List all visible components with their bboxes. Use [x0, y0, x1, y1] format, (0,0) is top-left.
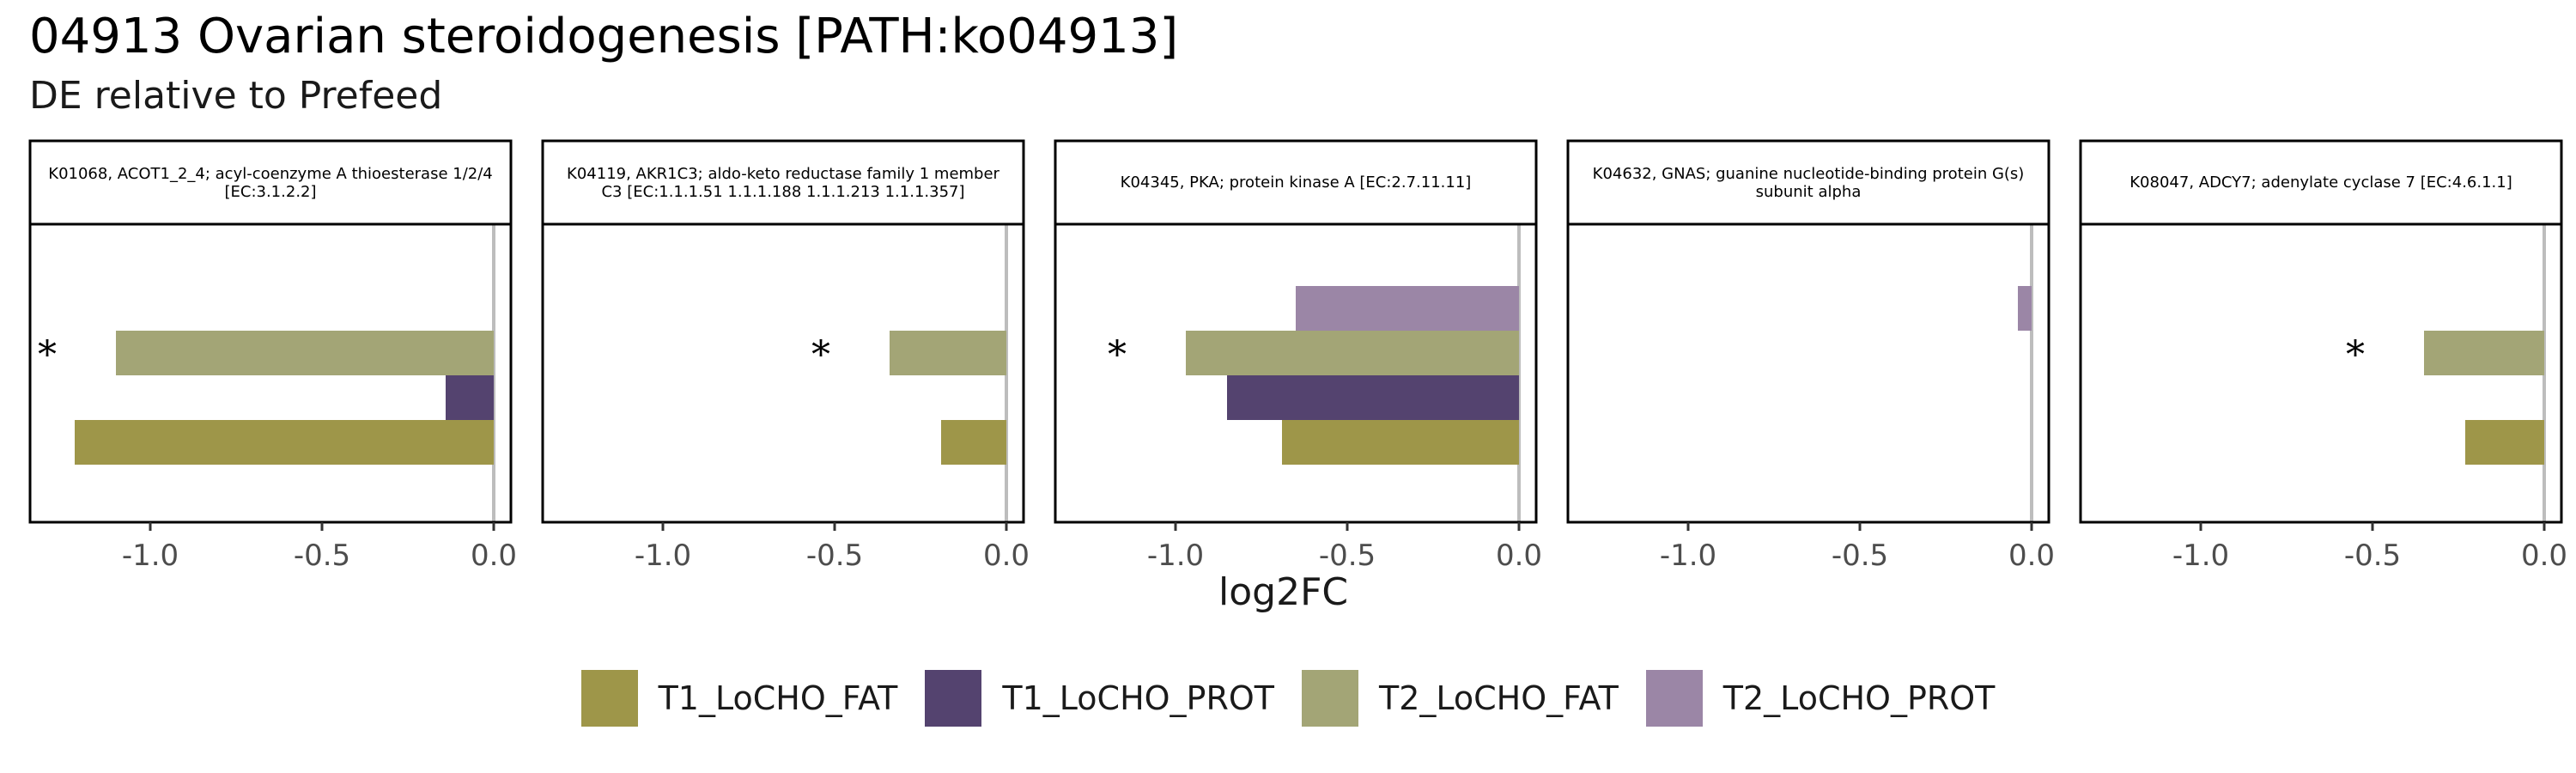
legend-swatch [1645, 670, 1703, 727]
chart-subtitle: DE relative to Prefeed [29, 74, 443, 118]
x-tick-label: -0.5 [806, 539, 863, 573]
legend-label: T1_LoCHO_PROT [1002, 679, 1274, 717]
bar-t1-locho-prot [446, 375, 494, 420]
facet-strip-label: K08047, ADCY7; adenylate cyclase 7 [EC:4… [2129, 173, 2512, 192]
bar-t2-locho-fat [116, 331, 494, 375]
legend-label: T2_LoCHO_PROT [1722, 679, 1996, 717]
significance-marker: * [38, 333, 57, 377]
facet-strip-label: K04632, GNAS; guanine nucleotide-binding… [1592, 164, 2025, 201]
legend-item: T2_LoCHO_FAT [1302, 670, 1619, 727]
legend-swatch [1302, 670, 1358, 727]
facet-panel: * -1.0 -0.5 0.0 [1054, 139, 1542, 573]
facet-strip-label: K04119, AKR1C3; aldo-keto reductase fami… [567, 164, 999, 201]
panel-border [541, 222, 1025, 524]
x-tick-label: -1.0 [122, 539, 179, 573]
legend-item: T1_LoCHO_FAT [580, 670, 898, 727]
x-axis-label: log2FC [1218, 570, 1349, 614]
x-tick-label: -0.5 [1319, 539, 1376, 573]
bar-t1-locho-fat [941, 420, 1006, 465]
bar-t2-locho-prot [2018, 286, 2032, 331]
facet-strip [2079, 139, 2563, 226]
facet-strip-label: K04345, PKA; protein kinase A [EC:2.7.11… [1120, 173, 1472, 192]
legend-swatch [925, 670, 982, 727]
x-tick-label: 0.0 [1496, 539, 1542, 573]
bar-t2-locho-fat [890, 331, 1006, 375]
panel-border [28, 222, 513, 524]
panel-border [1566, 222, 2050, 524]
bar-t2-locho-fat [2424, 331, 2544, 375]
bar-t1-locho-fat [75, 420, 494, 465]
x-tick-label: -0.5 [2344, 539, 2401, 573]
facet-panel: * -1.0 -0.5 0.0 [2079, 139, 2567, 573]
significance-marker: * [1108, 333, 1127, 377]
significance-marker: * [811, 333, 830, 377]
x-tick-label: -1.0 [1660, 539, 1716, 573]
legend-label: T2_LoCHO_FAT [1379, 679, 1619, 717]
facet-strip [28, 139, 513, 226]
bar-t2-locho-fat [1186, 331, 1519, 375]
x-tick-label: -1.0 [2172, 539, 2229, 573]
x-tick-label: -1.0 [1147, 539, 1204, 573]
x-tick-label: -0.5 [294, 539, 350, 573]
bar-t1-locho-fat [1282, 420, 1519, 465]
x-tick-label: 0.0 [2008, 539, 2055, 573]
facet-strip [1054, 139, 1538, 226]
bar-t1-locho-prot [1227, 375, 1519, 420]
x-tick-label: -1.0 [635, 539, 691, 573]
legend-item: T2_LoCHO_PROT [1645, 670, 1996, 727]
legend-label: T1_LoCHO_FAT [658, 679, 898, 717]
legend: T1_LoCHO_FAT T1_LoCHO_PROT T2_LoCHO_FAT T2_… [0, 670, 2576, 727]
bar-t2-locho-prot [1296, 286, 1519, 331]
panel-border [2079, 222, 2563, 524]
significance-marker: * [2346, 333, 2365, 377]
facet-panel: -1.0 -0.5 0.0 [1566, 139, 2055, 573]
panel-border [1054, 222, 1538, 524]
x-tick-label: 0.0 [2521, 539, 2567, 573]
x-tick-label: 0.0 [471, 539, 517, 573]
facet-strip [1566, 139, 2050, 226]
x-tick-label: -0.5 [1832, 539, 1888, 573]
bar-t1-locho-fat [2465, 420, 2544, 465]
legend-item: T1_LoCHO_PROT [925, 670, 1274, 727]
legend-swatch [580, 670, 638, 727]
facet-panel: * -1.0 -0.5 0.0 [541, 139, 1030, 573]
chart-title: 04913 Ovarian steroidogenesis [PATH:ko04… [29, 9, 1179, 64]
x-tick-label: 0.0 [983, 539, 1030, 573]
facet-panel: * -1.0 -0.5 0.0 [28, 139, 517, 573]
facet-strip-label: K01068, ACOT1_2_4; acyl-coenzyme A thioe… [48, 164, 493, 201]
